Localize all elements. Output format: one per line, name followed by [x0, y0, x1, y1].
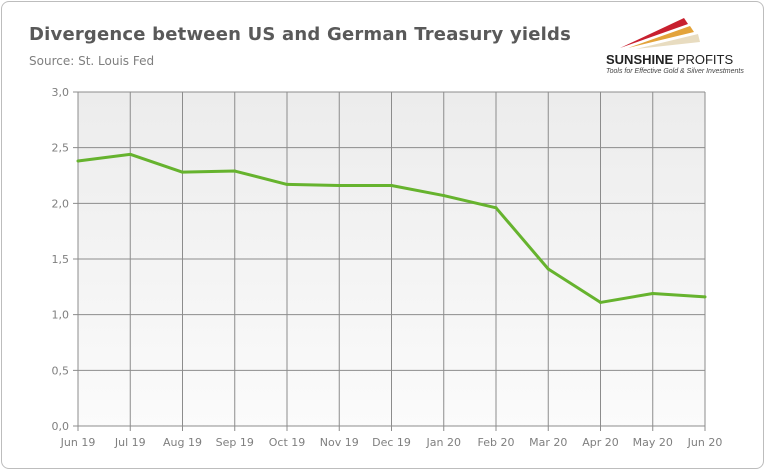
- x-tick-label: Feb 20: [478, 436, 515, 449]
- data-point: [703, 295, 707, 299]
- data-point: [442, 194, 446, 198]
- x-tick-label: Jun 20: [687, 436, 723, 449]
- data-point: [128, 152, 132, 156]
- data-point: [390, 184, 393, 188]
- logo-name: SUNSHINE PROFITS: [606, 52, 734, 67]
- y-tick-label: 2,5: [52, 142, 70, 155]
- x-tick-label: Sep 19: [216, 436, 254, 449]
- x-tick-label: Jan 20: [426, 436, 461, 449]
- x-tick-label: Oct 19: [269, 436, 306, 449]
- data-point: [546, 267, 550, 271]
- chart-subtitle: Source: St. Louis Fed: [29, 54, 155, 68]
- x-axis: Jun 19 Jul 19 Aug 19 Sep 19 Oct 19 Nov 19 Dec …: [60, 436, 723, 449]
- y-tick-label: 2,0: [52, 197, 70, 210]
- sunshine-profits-logo: [620, 18, 700, 49]
- y-tick-label: 3,0: [52, 86, 70, 99]
- x-tick-label: Jul 19: [114, 436, 146, 449]
- x-tick-label: Jun 19: [60, 436, 96, 449]
- x-tick-label: Dec 19: [372, 436, 411, 449]
- x-tick-label: Mar 20: [529, 436, 567, 449]
- logo-tagline: Tools for Effective Gold & Silver Invest…: [606, 68, 744, 75]
- chart-title: Divergence between US and German Treasur…: [29, 24, 572, 45]
- data-point: [494, 206, 498, 210]
- grid: [73, 91, 706, 431]
- data-point: [651, 292, 655, 296]
- y-tick-label: 1,5: [52, 253, 70, 266]
- x-tick-label: Apr 20: [582, 436, 619, 449]
- x-tick-label: May 20: [633, 436, 673, 449]
- y-tick-label: 1,0: [52, 309, 70, 322]
- data-point: [76, 159, 80, 163]
- data-point: [599, 300, 602, 304]
- data-point: [337, 184, 341, 188]
- y-tick-label: 0,0: [52, 420, 70, 433]
- y-tick-label: 0,5: [52, 364, 70, 377]
- y-axis: 0,0 0,5 1,0 1,5 2,0 2,5 3,0: [52, 86, 70, 433]
- x-tick-label: Aug 19: [163, 436, 202, 449]
- x-tick-label: Nov 19: [320, 436, 359, 449]
- data-point: [181, 170, 184, 174]
- data-point: [285, 182, 289, 186]
- data-point: [233, 169, 237, 173]
